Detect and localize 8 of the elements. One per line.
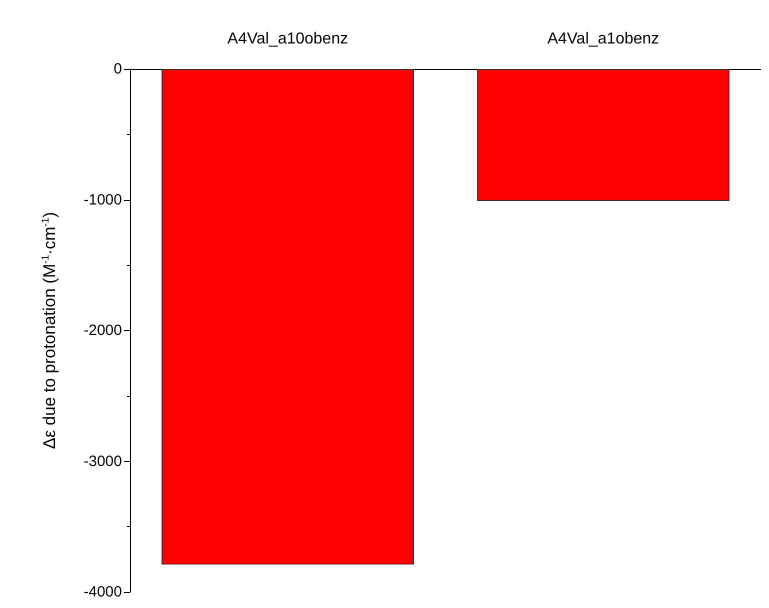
y-axis-title: Δε due to protonation (M-1·cm-1) (40, 212, 59, 450)
y-tick-label: -3000 (84, 452, 122, 470)
y-tick-label: -1000 (84, 191, 122, 208)
x-tick-label: A4Val_a10obenz (227, 30, 348, 48)
x-tick-label: A4Val_a1obenz (547, 30, 660, 48)
y-tick-label: -2000 (84, 322, 122, 339)
y-tick-label: -4000 (84, 584, 122, 600)
y-tick-label: 0 (114, 60, 122, 78)
